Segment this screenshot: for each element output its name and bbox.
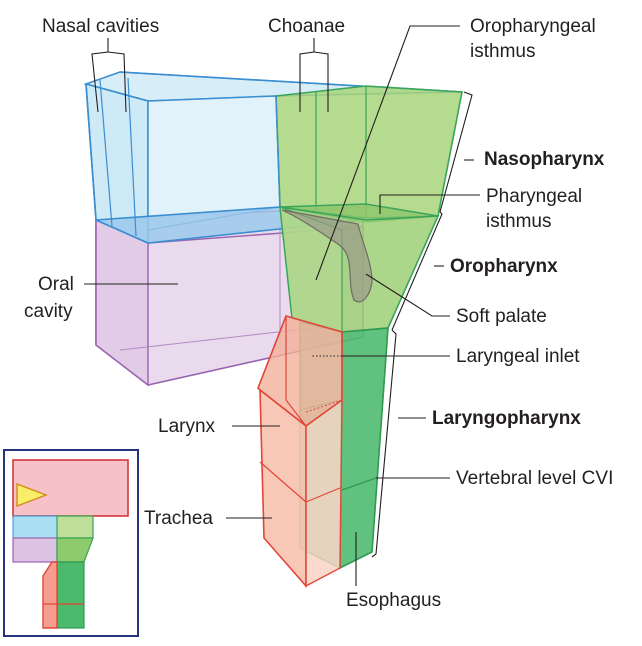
label-nasal-cavities: Nasal cavities: [42, 16, 159, 37]
larynx-trachea-region: [257, 315, 343, 589]
label-oral-cavity-2: cavity: [24, 301, 73, 322]
label-laryngeal-inlet: Laryngeal inlet: [456, 346, 580, 367]
oropharynx-region: [279, 206, 440, 333]
label-larynx: Larynx: [158, 416, 216, 437]
orientation-inset: [3, 449, 139, 637]
label-vertebral-level: Vertebral level CVI: [456, 468, 613, 489]
label-esophagus: Esophagus: [346, 590, 441, 611]
soft-palate-shape: [281, 209, 373, 303]
inset-arrow-icon: [16, 482, 48, 508]
label-soft-palate: Soft palate: [456, 306, 547, 327]
nasal-cavities-region: [83, 71, 463, 245]
label-pharyngeal-isthmus-2: isthmus: [486, 211, 551, 232]
region-brackets: [371, 91, 473, 558]
label-oropharyngeal-isthmus-1: Oropharyngeal: [470, 16, 596, 37]
label-nasopharynx: Nasopharynx: [484, 149, 605, 170]
label-oropharynx: Oropharynx: [450, 256, 558, 277]
label-pharyngeal-isthmus-1: Pharyngeal: [486, 186, 582, 207]
label-laryngopharynx: Laryngopharynx: [432, 408, 581, 429]
leader-lines: [84, 25, 480, 586]
nasopharynx-region: [275, 85, 463, 223]
label-oral-cavity-1: Oral: [38, 274, 74, 295]
label-choanae: Choanae: [268, 16, 345, 37]
label-oropharyngeal-isthmus-2: isthmus: [470, 41, 535, 62]
label-trachea: Trachea: [144, 508, 213, 529]
labels: Nasal cavities Choanae Oropharyngeal ist…: [24, 16, 613, 611]
